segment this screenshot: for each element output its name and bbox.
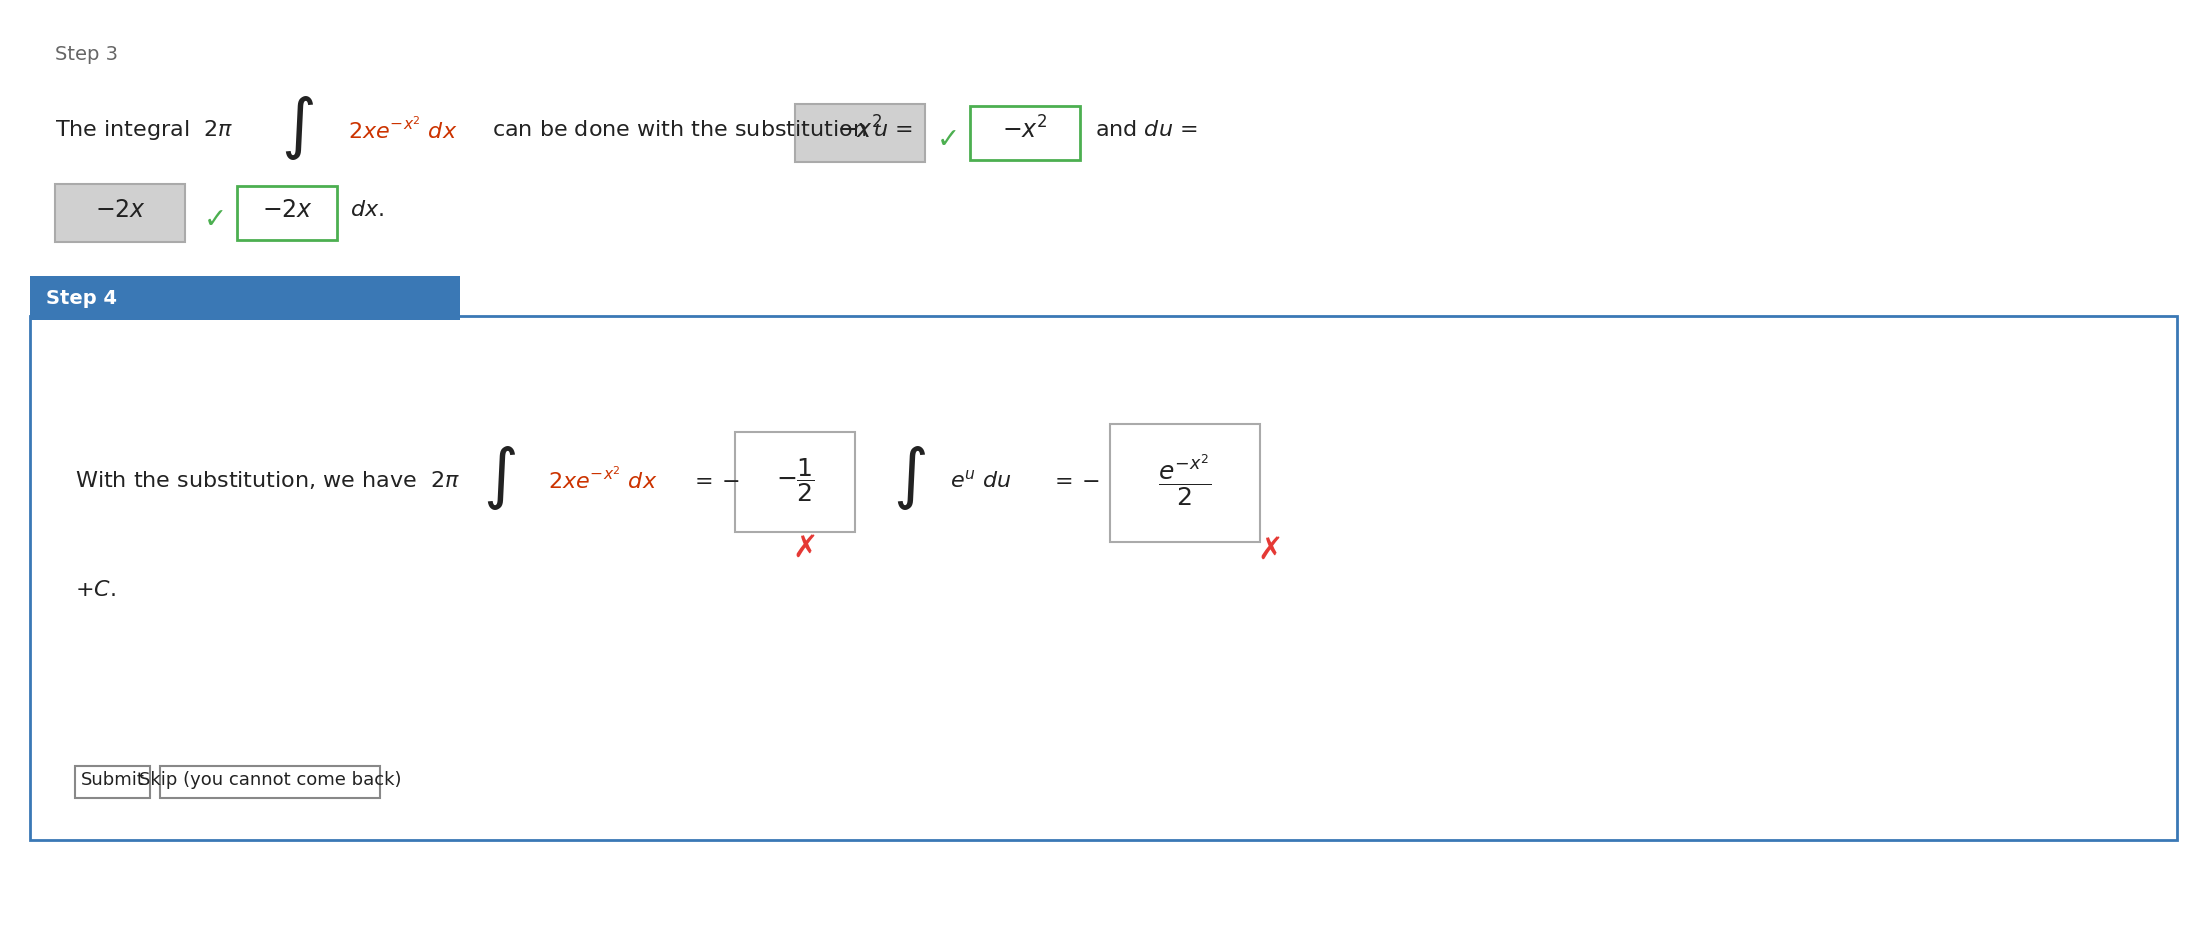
Text: $e^u$ $du$: $e^u$ $du$ — [949, 469, 1011, 491]
Text: $= -$: $= -$ — [1051, 470, 1099, 490]
Text: $-2x$: $-2x$ — [95, 198, 146, 222]
Text: $+ C.$: $+ C.$ — [75, 580, 115, 600]
Text: Skip (you cannot come back): Skip (you cannot come back) — [139, 771, 402, 789]
Text: $-x^2$: $-x^2$ — [1002, 117, 1048, 144]
FancyBboxPatch shape — [55, 184, 185, 242]
Text: ✗: ✗ — [1258, 536, 1282, 565]
FancyBboxPatch shape — [75, 766, 150, 798]
FancyBboxPatch shape — [159, 766, 380, 798]
Text: With the substitution, we have  $2\pi$: With the substitution, we have $2\pi$ — [75, 469, 459, 491]
Text: $-\dfrac{1}{2}$: $-\dfrac{1}{2}$ — [775, 456, 814, 504]
Text: can be done with the substitution $u$ =: can be done with the substitution $u$ = — [492, 120, 914, 140]
Text: $= -$: $= -$ — [691, 470, 739, 490]
FancyBboxPatch shape — [236, 186, 338, 240]
Text: and $du$ =: and $du$ = — [1095, 120, 1198, 140]
Text: Step 3: Step 3 — [55, 45, 117, 64]
Text: $2xe^{-x^2}$ $dx$: $2xe^{-x^2}$ $dx$ — [547, 467, 658, 494]
FancyBboxPatch shape — [735, 432, 854, 532]
Text: $-x^2$: $-x^2$ — [836, 117, 883, 144]
FancyBboxPatch shape — [31, 276, 459, 320]
Text: Submit: Submit — [82, 771, 143, 789]
FancyBboxPatch shape — [1110, 424, 1260, 542]
Text: ✗: ✗ — [792, 534, 819, 562]
FancyBboxPatch shape — [971, 106, 1079, 160]
Text: $-2x$: $-2x$ — [260, 198, 313, 222]
Text: Step 4: Step 4 — [46, 289, 117, 307]
Text: $\int$: $\int$ — [282, 94, 316, 162]
Text: ✓: ✓ — [203, 206, 227, 234]
Text: ✓: ✓ — [936, 126, 960, 154]
Text: $\dfrac{e^{-x^2}}{2}$: $\dfrac{e^{-x^2}}{2}$ — [1159, 452, 1212, 508]
FancyBboxPatch shape — [31, 316, 2176, 840]
Text: The integral  $2\pi$: The integral $2\pi$ — [55, 118, 234, 142]
Text: $\int$: $\int$ — [483, 444, 516, 512]
Text: $dx.$: $dx.$ — [351, 200, 384, 220]
Text: $\int$: $\int$ — [894, 444, 927, 512]
Text: $2xe^{-x^2}$ $dx$: $2xe^{-x^2}$ $dx$ — [349, 117, 457, 143]
FancyBboxPatch shape — [795, 104, 925, 162]
